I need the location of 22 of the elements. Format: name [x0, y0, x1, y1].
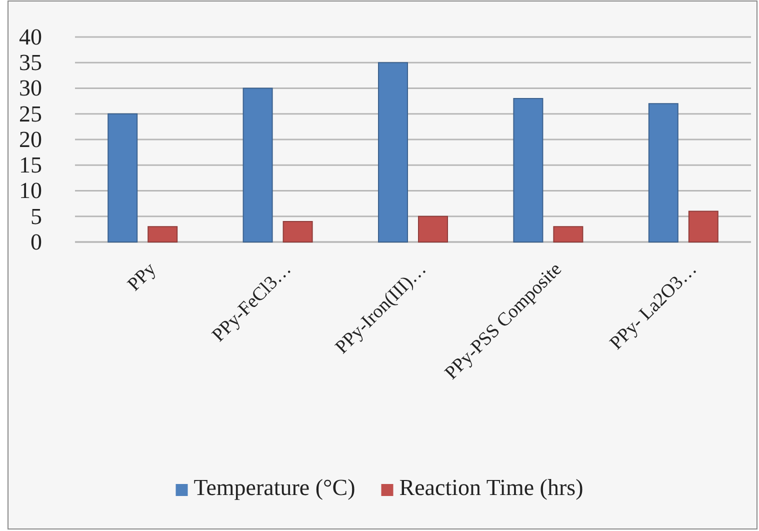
bar — [242, 88, 273, 242]
y-tick-label: 35 — [19, 50, 42, 75]
bar — [378, 62, 408, 242]
y-tick-label: 10 — [19, 178, 42, 204]
bar — [418, 216, 448, 242]
legend-label: Reaction Time (hrs) — [399, 475, 584, 500]
y-tick-label: 40 — [19, 24, 42, 50]
y-tick-label: 0 — [30, 229, 42, 254]
bar — [282, 221, 313, 242]
bar — [553, 226, 584, 242]
bar — [688, 210, 718, 242]
y-tick-label: 30 — [19, 76, 42, 101]
bar — [513, 98, 544, 242]
y-tick-label: 15 — [19, 152, 42, 178]
x-tick-label: PPy — [124, 258, 161, 296]
bar — [108, 113, 138, 242]
bar — [648, 103, 678, 242]
y-tick-label: 25 — [19, 101, 42, 126]
bar — [148, 226, 178, 242]
y-tick-label: 20 — [19, 126, 42, 152]
y-tick-label: 5 — [30, 204, 42, 229]
legend-label: Temperature (°C) — [194, 475, 356, 500]
